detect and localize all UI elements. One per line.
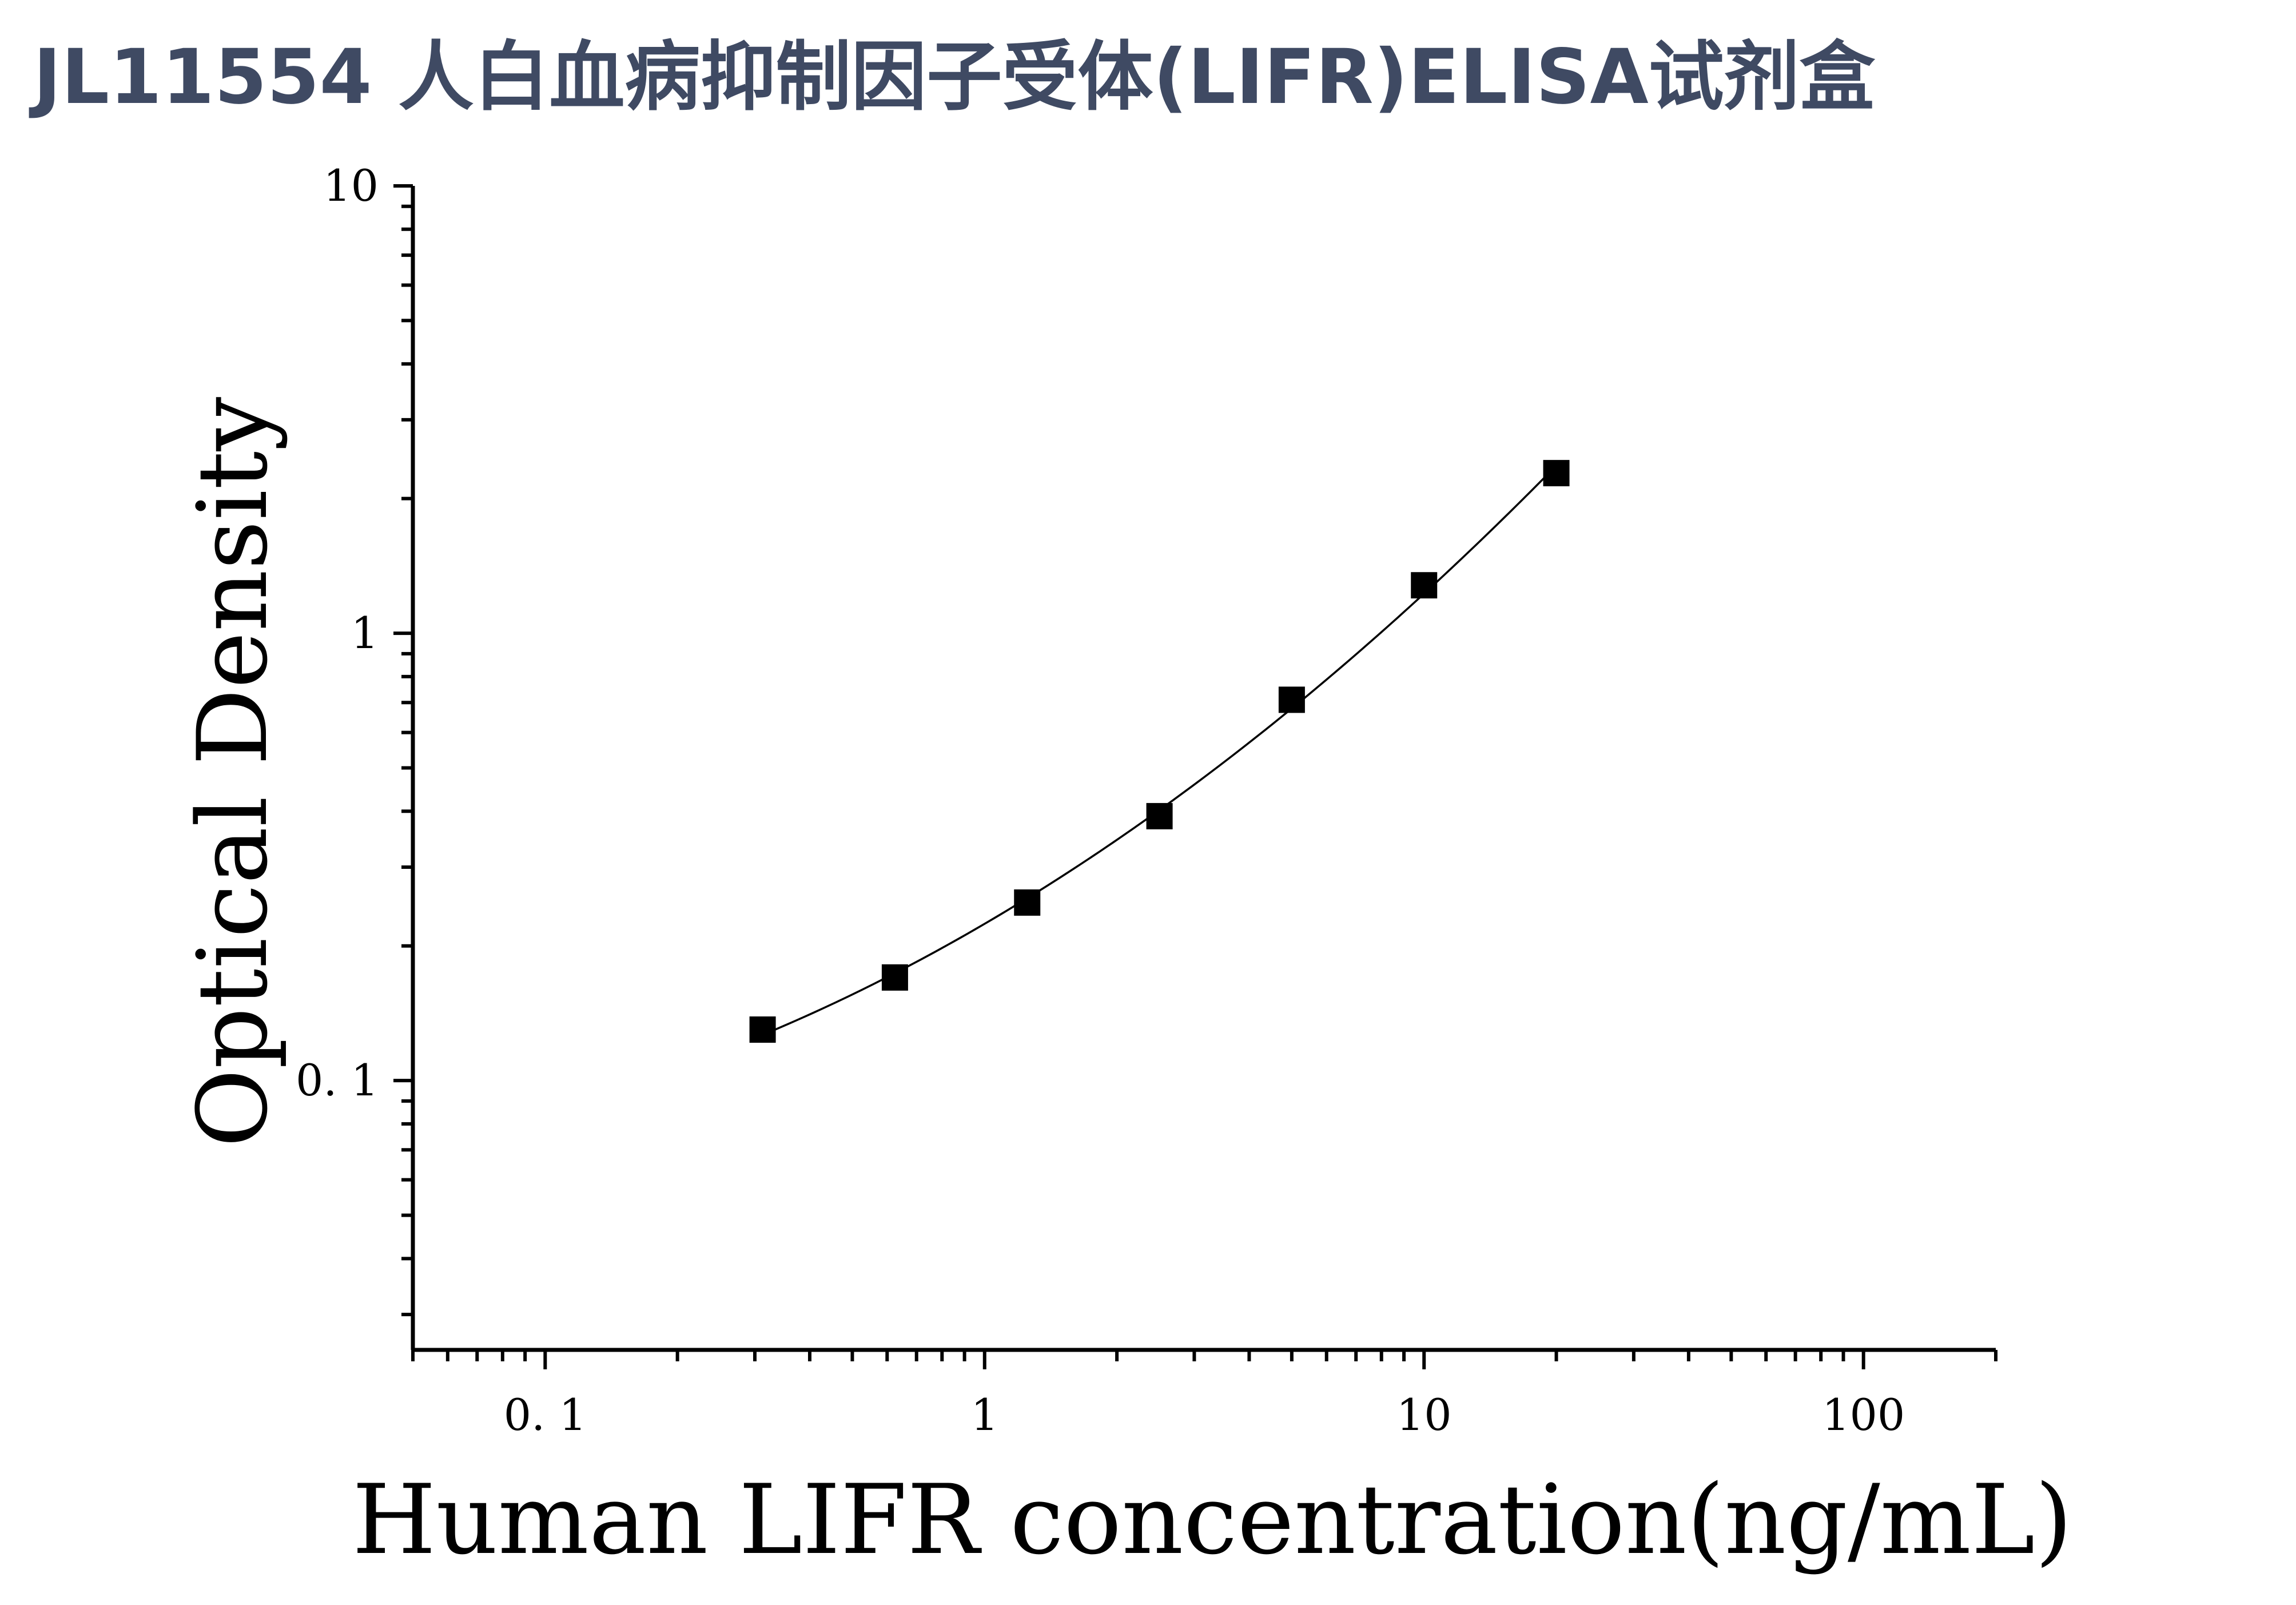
data-point bbox=[881, 964, 908, 991]
data-point bbox=[1278, 686, 1305, 713]
y-tick-label: 10 bbox=[323, 160, 379, 211]
x-axis: 0. 1 1 10 100 bbox=[411, 1348, 1997, 1440]
y-axis-label: Optical Density bbox=[177, 397, 289, 1148]
x-tick-label: 10 bbox=[1396, 1389, 1452, 1440]
x-tick-label: 100 bbox=[1822, 1389, 1905, 1440]
fit-curve-line bbox=[762, 464, 1557, 1036]
x-tick-label: 0. 1 bbox=[504, 1389, 587, 1440]
y-tick-label: 0. 1 bbox=[296, 1055, 379, 1106]
x-axis-label: Human LIFR concentration(ng/mL) bbox=[352, 1464, 2072, 1576]
chart-title: JL11554 人白血病抑制因子受体(LIFR)ELISA试剂盒 bbox=[29, 33, 1876, 121]
data-point bbox=[749, 1016, 776, 1043]
x-tick-label: 1 bbox=[971, 1389, 998, 1440]
data-point bbox=[1543, 460, 1570, 487]
data-point bbox=[1146, 802, 1173, 829]
data-point bbox=[1014, 889, 1041, 916]
fit-curve bbox=[762, 464, 1557, 1036]
data-point bbox=[1411, 572, 1438, 599]
y-tick-label: 1 bbox=[351, 607, 379, 658]
data-points bbox=[749, 460, 1570, 1043]
y-axis: 0. 1 1 10 bbox=[296, 160, 415, 1350]
